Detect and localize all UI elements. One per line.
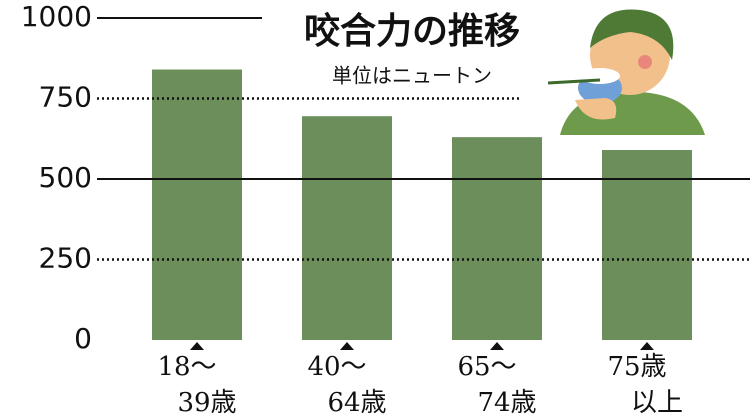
x-tick-label: 39歳 — [177, 388, 236, 416]
bar — [152, 69, 242, 341]
y-tick-label: 750 — [39, 81, 92, 114]
tick-marker — [190, 342, 204, 350]
x-tick-label: 64歳 — [327, 388, 386, 416]
bar — [452, 137, 542, 340]
x-tick-label: 40〜 — [307, 352, 366, 382]
x-tick-label: 65〜 — [457, 352, 516, 382]
illustration — [547, 9, 705, 135]
x-tick-label: 75歳 — [607, 352, 666, 382]
tick-marker — [640, 342, 654, 350]
x-tick-label: 以上 — [631, 388, 683, 416]
bar — [302, 116, 392, 341]
x-tick-label: 18〜 — [157, 352, 216, 382]
chart-title: 咬合力の推移 — [304, 11, 520, 52]
chart-subtitle: 単位はニュートン — [332, 64, 492, 88]
tick-marker — [340, 342, 354, 350]
tick-marker — [490, 342, 504, 350]
y-tick-label: 250 — [39, 242, 92, 275]
y-tick-label: 0 — [74, 322, 92, 355]
bar — [602, 150, 692, 340]
y-tick-label: 500 — [39, 161, 92, 194]
y-tick-label: 1000 — [21, 0, 92, 33]
x-tick-label: 74歳 — [477, 388, 536, 416]
